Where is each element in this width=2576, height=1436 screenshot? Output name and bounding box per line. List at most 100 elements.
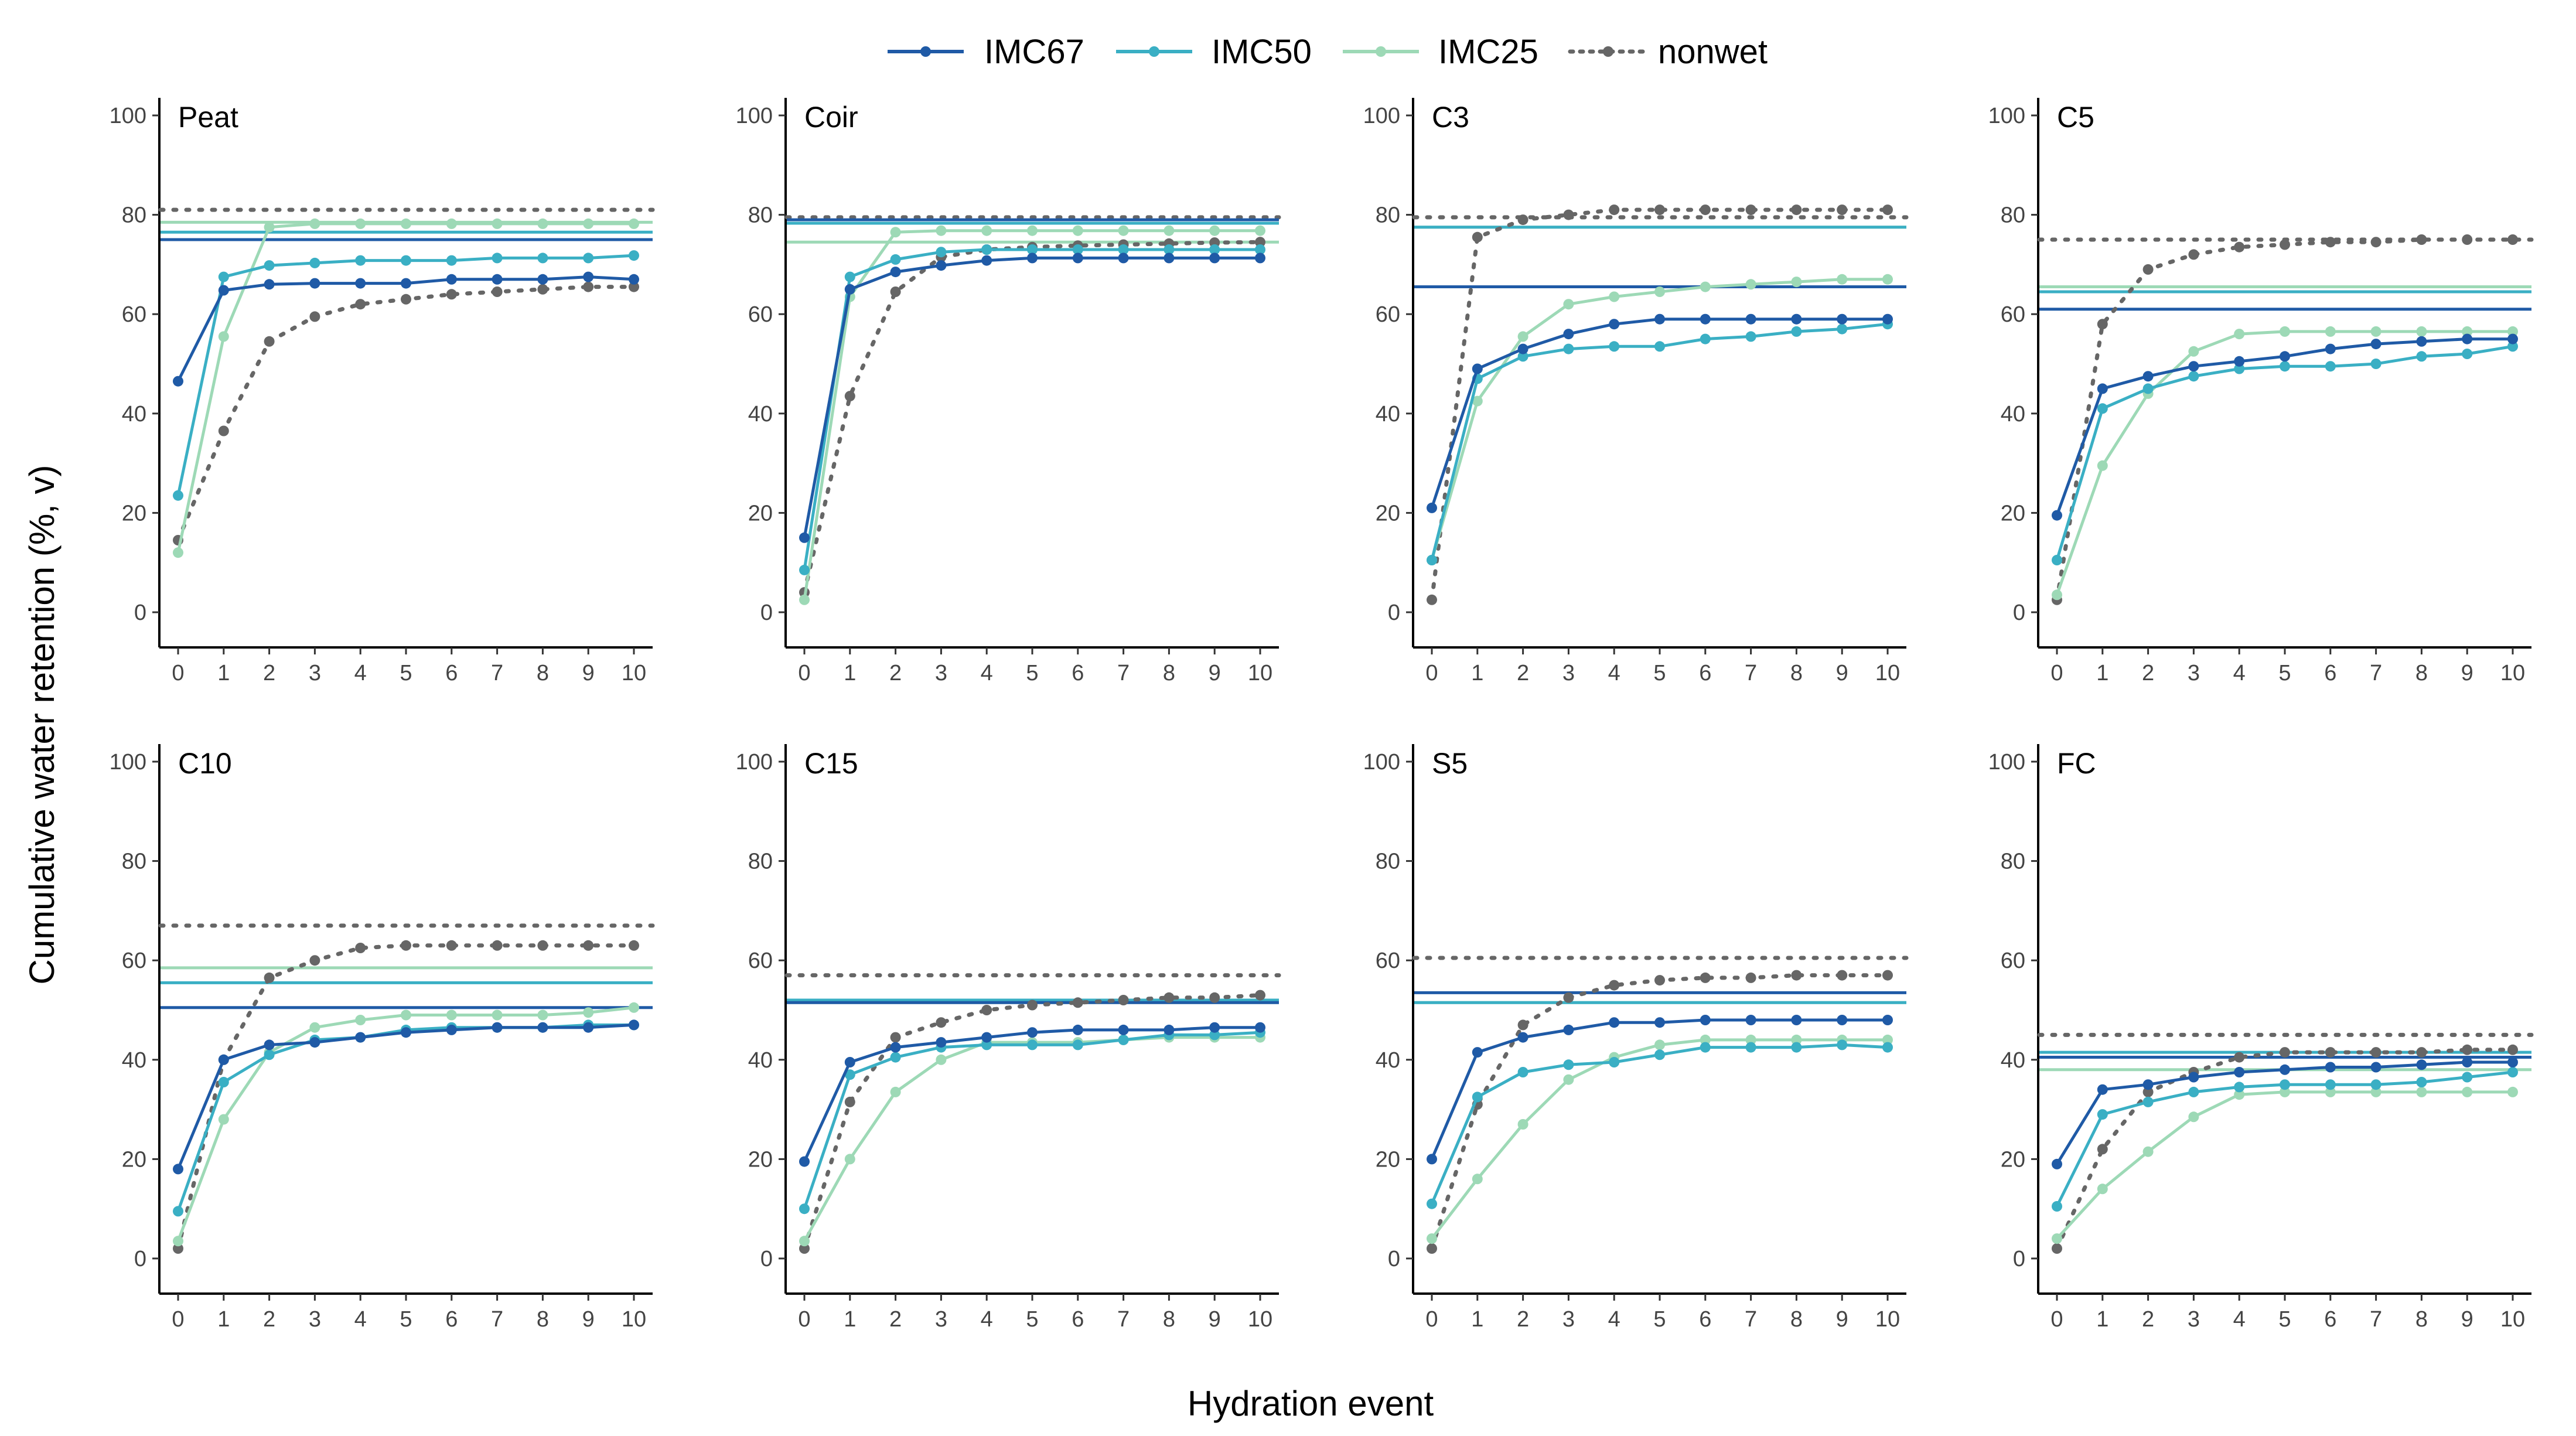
- data-point-imc67: [1072, 253, 1083, 264]
- data-point-imc50: [844, 271, 855, 282]
- data-point-imc67: [936, 260, 947, 271]
- y-tick-label: 100: [1363, 750, 1400, 775]
- data-point-nonwet: [1027, 1000, 1038, 1011]
- x-tick-label: 2: [263, 1307, 275, 1332]
- y-tick-label: 20: [2001, 1147, 2025, 1172]
- data-point-imc67: [844, 1057, 855, 1067]
- data-point-nonwet: [2462, 1044, 2473, 1055]
- x-tick-label: 5: [1653, 661, 1666, 685]
- y-tick-label: 40: [1376, 402, 1400, 427]
- data-point-nonwet: [2280, 1047, 2290, 1058]
- data-point-imc67: [1255, 1022, 1265, 1033]
- x-tick-label: 5: [400, 1307, 412, 1332]
- x-tick-label: 2: [1517, 1307, 1529, 1332]
- x-tick-label: 0: [2050, 1307, 2063, 1332]
- x-tick-label: 3: [1562, 661, 1575, 685]
- y-axis-title: Cumulative water retention (%, v): [22, 465, 62, 985]
- data-point-imc67: [1745, 1015, 1756, 1025]
- x-tick-label: 8: [1790, 661, 1803, 685]
- y-tick-label: 20: [1376, 501, 1400, 526]
- legend-item-imc67: IMC67: [888, 33, 1084, 71]
- y-tick-label: 60: [122, 949, 146, 973]
- y-tick-label: 0: [760, 601, 773, 625]
- data-point-imc67: [583, 1022, 594, 1033]
- data-point-imc25: [401, 1009, 411, 1021]
- panel-title: Peat: [178, 101, 238, 134]
- data-point-imc67: [1427, 502, 1437, 513]
- x-tick-label: 5: [1026, 661, 1038, 685]
- series-imc50: [2052, 1067, 2518, 1212]
- data-point-imc50: [890, 254, 901, 265]
- series-line-imc25: [1431, 1038, 1888, 1240]
- x-tick-label: 4: [2233, 1307, 2246, 1332]
- data-point-imc50: [1745, 331, 1756, 342]
- data-point-imc50: [355, 255, 366, 266]
- x-tick-label: 1: [1471, 661, 1483, 685]
- x-tick-label: 10: [2500, 1307, 2525, 1332]
- data-point-imc25: [799, 594, 810, 605]
- data-point-imc25: [355, 1015, 366, 1025]
- x-tick-label: 8: [537, 1307, 549, 1332]
- data-point-imc67: [1255, 253, 1265, 264]
- series-imc67: [799, 253, 1265, 543]
- data-point-imc50: [629, 250, 639, 261]
- data-point-imc50: [1209, 244, 1220, 255]
- data-point-imc50: [1609, 1057, 1620, 1067]
- panel-title: C15: [804, 747, 858, 780]
- data-point-imc67: [401, 1027, 411, 1038]
- data-point-imc25: [2325, 326, 2336, 337]
- data-point-imc25: [446, 1009, 457, 1021]
- x-tick-label: 1: [844, 661, 856, 685]
- series-line-nonwet: [176, 285, 636, 543]
- data-point-imc50: [2462, 349, 2473, 359]
- series-nonwet: [1427, 204, 1893, 605]
- data-point-imc67: [2462, 333, 2473, 344]
- y-tick-label: 20: [2001, 501, 2025, 526]
- data-point-nonwet: [2507, 234, 2518, 245]
- data-point-imc67: [1427, 1154, 1437, 1165]
- data-point-nonwet: [1700, 204, 1711, 216]
- data-point-imc50: [401, 255, 411, 266]
- x-tick-label: 1: [217, 1307, 230, 1332]
- data-point-nonwet: [309, 311, 320, 322]
- data-point-imc67: [537, 274, 548, 285]
- data-point-imc67: [1882, 313, 1893, 325]
- data-point-imc67: [2234, 356, 2245, 367]
- data-point-imc25: [1654, 286, 1665, 297]
- data-point-imc67: [2507, 1057, 2518, 1067]
- data-point-imc25: [446, 218, 457, 229]
- series-nonwet: [1427, 970, 1893, 1254]
- data-point-imc50: [2188, 1086, 2199, 1097]
- data-point-imc67: [1209, 253, 1220, 264]
- data-point-imc67: [1118, 1024, 1129, 1035]
- x-tick-label: 7: [1117, 661, 1130, 685]
- data-point-nonwet: [492, 940, 503, 951]
- legend-marker-imc25: [1376, 46, 1386, 57]
- data-point-imc25: [1517, 331, 1528, 342]
- y-tick-label: 60: [2001, 949, 2025, 973]
- data-point-nonwet: [1164, 992, 1175, 1003]
- data-point-imc67: [2370, 1062, 2381, 1073]
- data-point-imc67: [1164, 1024, 1175, 1035]
- series-imc25: [2052, 326, 2518, 601]
- x-tick-label: 6: [2324, 1307, 2336, 1332]
- data-point-imc25: [2280, 326, 2290, 337]
- data-point-imc67: [1209, 1022, 1220, 1033]
- data-point-imc50: [1427, 555, 1437, 565]
- x-tick-label: 9: [582, 1307, 595, 1332]
- data-point-imc50: [1791, 326, 1802, 337]
- data-point-imc50: [1563, 343, 1574, 354]
- data-point-imc50: [799, 564, 810, 575]
- data-point-imc50: [173, 490, 183, 501]
- x-tick-label: 2: [2142, 1307, 2154, 1332]
- data-point-imc50: [1700, 1042, 1711, 1053]
- panel-title: FC: [2057, 747, 2096, 780]
- data-point-imc67: [981, 255, 992, 266]
- data-point-imc67: [2280, 1064, 2290, 1075]
- series-nonwet: [173, 281, 639, 545]
- data-point-imc25: [1164, 225, 1175, 236]
- y-tick-label: 0: [2013, 1247, 2025, 1271]
- data-point-nonwet: [629, 281, 639, 292]
- data-point-nonwet: [446, 940, 457, 951]
- series-line-nonwet: [1429, 207, 1890, 602]
